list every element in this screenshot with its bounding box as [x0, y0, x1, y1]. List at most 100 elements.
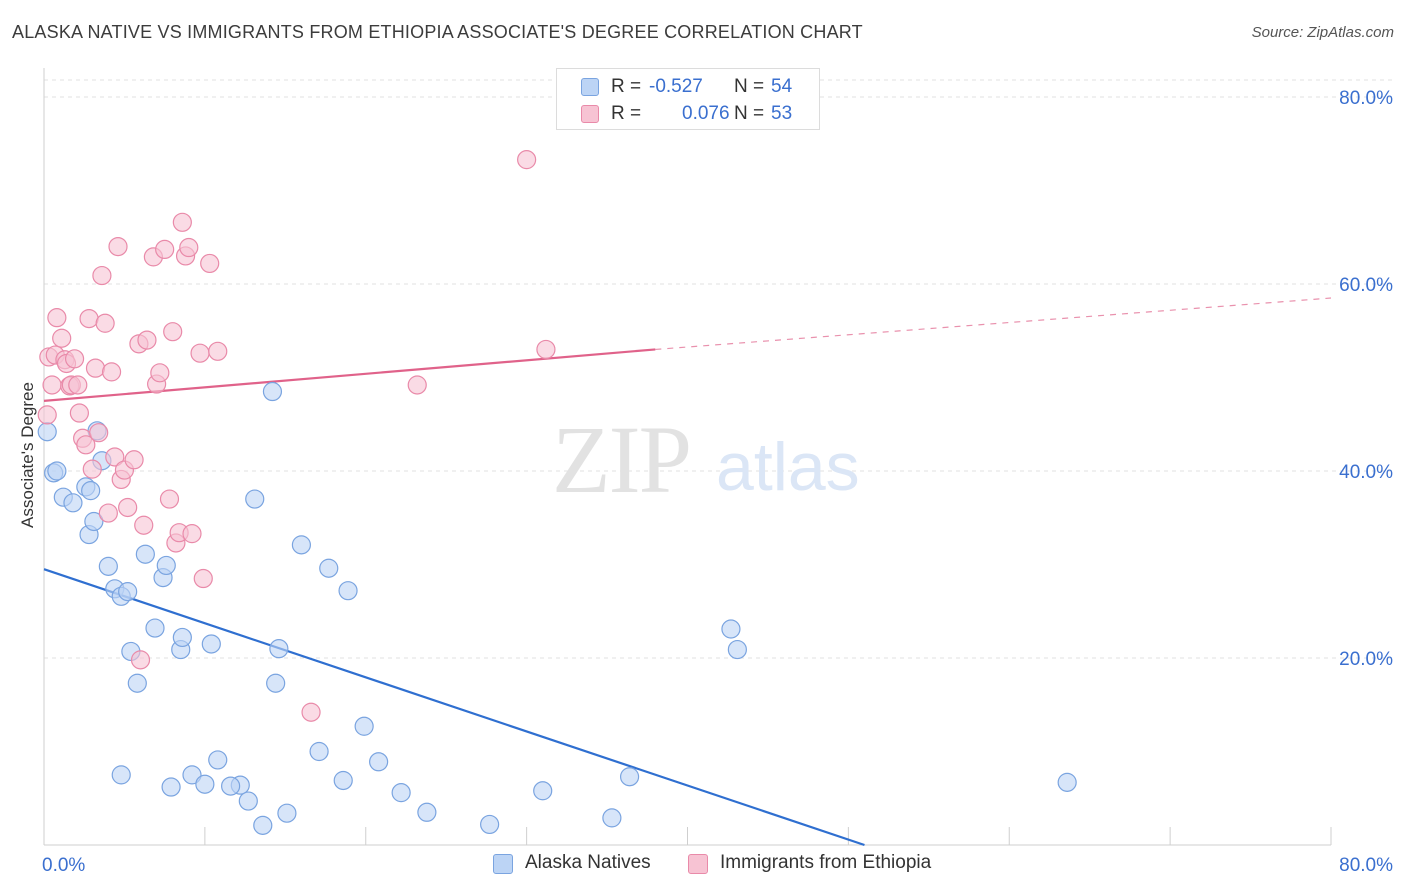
point-alaska-natives	[208, 750, 228, 770]
point-ethiopia	[190, 343, 210, 363]
point-alaska-natives	[319, 558, 339, 578]
trend-line-alaska-natives	[43, 568, 865, 847]
point-alaska-natives	[47, 461, 67, 481]
r-value: 0.076	[682, 103, 730, 124]
watermark-atlas: atlas	[716, 429, 860, 505]
source-label: Source:	[1251, 24, 1304, 41]
n-value: 53	[771, 103, 793, 124]
source-value: ZipAtlas.com	[1307, 24, 1394, 41]
point-ethiopia	[92, 265, 112, 286]
point-ethiopia	[52, 328, 72, 348]
point-alaska-natives	[262, 381, 283, 402]
point-alaska-natives	[118, 582, 138, 602]
point-alaska-natives	[369, 752, 389, 772]
point-alaska-natives	[338, 581, 358, 601]
y-tick-label: 20.0%	[1339, 649, 1393, 670]
n-label: N =	[734, 76, 765, 97]
gridlines	[44, 79, 1392, 659]
point-alaska-natives	[391, 783, 411, 803]
chart-title: ALASKA NATIVE VS IMMIGRANTS FROM ETHIOPI…	[12, 22, 863, 42]
point-ethiopia	[150, 363, 170, 383]
point-alaska-natives	[721, 619, 741, 639]
point-alaska-natives	[291, 535, 311, 555]
source-attribution: Source: ZipAtlas.com	[1252, 24, 1394, 41]
point-ethiopia	[42, 375, 62, 395]
point-alaska-natives	[277, 803, 297, 823]
point-ethiopia	[118, 497, 138, 518]
point-alaska-natives	[266, 673, 286, 693]
point-ethiopia	[179, 237, 199, 258]
tick-labels: 20.0% 40.0% 60.0% 80.0% 0.0% 80.0%	[42, 88, 1393, 876]
point-alaska-natives	[221, 776, 241, 796]
point-ethiopia	[98, 503, 118, 523]
point-ethiopia	[76, 435, 96, 455]
point-ethiopia	[64, 349, 85, 369]
point-alaska-natives	[127, 673, 147, 693]
y-tick-label: 40.0%	[1339, 462, 1393, 483]
point-ethiopia	[124, 450, 144, 470]
point-ethiopia	[159, 489, 180, 509]
legend-swatch-pink	[688, 854, 708, 874]
y-tick-label: 80.0%	[1339, 88, 1393, 109]
point-alaska-natives	[309, 741, 329, 762]
point-ethiopia	[82, 459, 102, 479]
point-ethiopia	[182, 524, 202, 544]
point-alaska-natives	[480, 814, 500, 835]
n-value: 54	[771, 76, 793, 97]
legend-label: Immigrants from Ethiopia	[720, 852, 932, 873]
point-ethiopia	[37, 405, 57, 425]
point-alaska-natives	[37, 422, 57, 442]
trend-lines	[43, 297, 1332, 847]
r-label: R =	[611, 103, 642, 124]
point-alaska-natives	[98, 556, 118, 576]
trend-line-extension-ethiopia	[655, 297, 1332, 351]
r-label: R =	[611, 76, 642, 97]
x-tick-label: 80.0%	[1339, 855, 1393, 876]
point-ethiopia	[130, 650, 151, 670]
point-alaska-natives	[84, 511, 104, 532]
watermark: ZIP atlas	[552, 406, 860, 513]
point-ethiopia	[193, 568, 213, 589]
point-ethiopia	[47, 308, 67, 328]
point-alaska-natives	[182, 765, 202, 785]
point-alaska-natives	[111, 765, 131, 785]
point-ethiopia	[105, 447, 125, 467]
point-alaska-natives	[135, 544, 155, 564]
point-ethiopia	[89, 423, 109, 443]
point-ethiopia	[108, 237, 128, 257]
point-alaska-natives	[619, 767, 640, 787]
r-value: -0.527	[649, 76, 703, 97]
point-ethiopia	[536, 339, 556, 360]
legend-swatch-pink	[581, 105, 599, 123]
point-ethiopia	[137, 330, 157, 350]
point-alaska-natives	[333, 770, 353, 791]
y-tick-label: 60.0%	[1339, 275, 1393, 296]
point-ethiopia	[79, 308, 99, 329]
x-axis-ticks	[204, 827, 1332, 845]
point-ethiopia	[208, 341, 228, 361]
point-ethiopia	[200, 253, 220, 274]
point-alaska-natives	[195, 774, 215, 794]
watermark-zip: ZIP	[552, 406, 690, 513]
point-ethiopia	[517, 150, 537, 170]
legend-swatch-blue	[493, 854, 513, 874]
legend-label: Alaska Natives	[525, 852, 651, 873]
point-alaska-natives	[81, 481, 101, 501]
point-ethiopia	[407, 375, 427, 395]
point-ethiopia	[101, 362, 122, 382]
point-ethiopia	[69, 403, 89, 423]
point-ethiopia	[68, 375, 88, 395]
point-alaska-natives	[253, 815, 273, 835]
n-label: N =	[734, 103, 765, 124]
correlation-legend: R = -0.527 N = 54 R = 0.076 N = 53	[556, 68, 820, 130]
point-alaska-natives	[156, 555, 176, 576]
data-points	[37, 150, 1077, 835]
point-ethiopia	[155, 239, 175, 260]
point-alaska-natives	[145, 618, 165, 638]
point-alaska-natives	[172, 627, 192, 648]
legend-swatch-blue	[581, 78, 599, 96]
x-tick-label: 0.0%	[42, 855, 85, 876]
trend-line-ethiopia	[43, 348, 656, 402]
point-alaska-natives	[533, 781, 553, 801]
